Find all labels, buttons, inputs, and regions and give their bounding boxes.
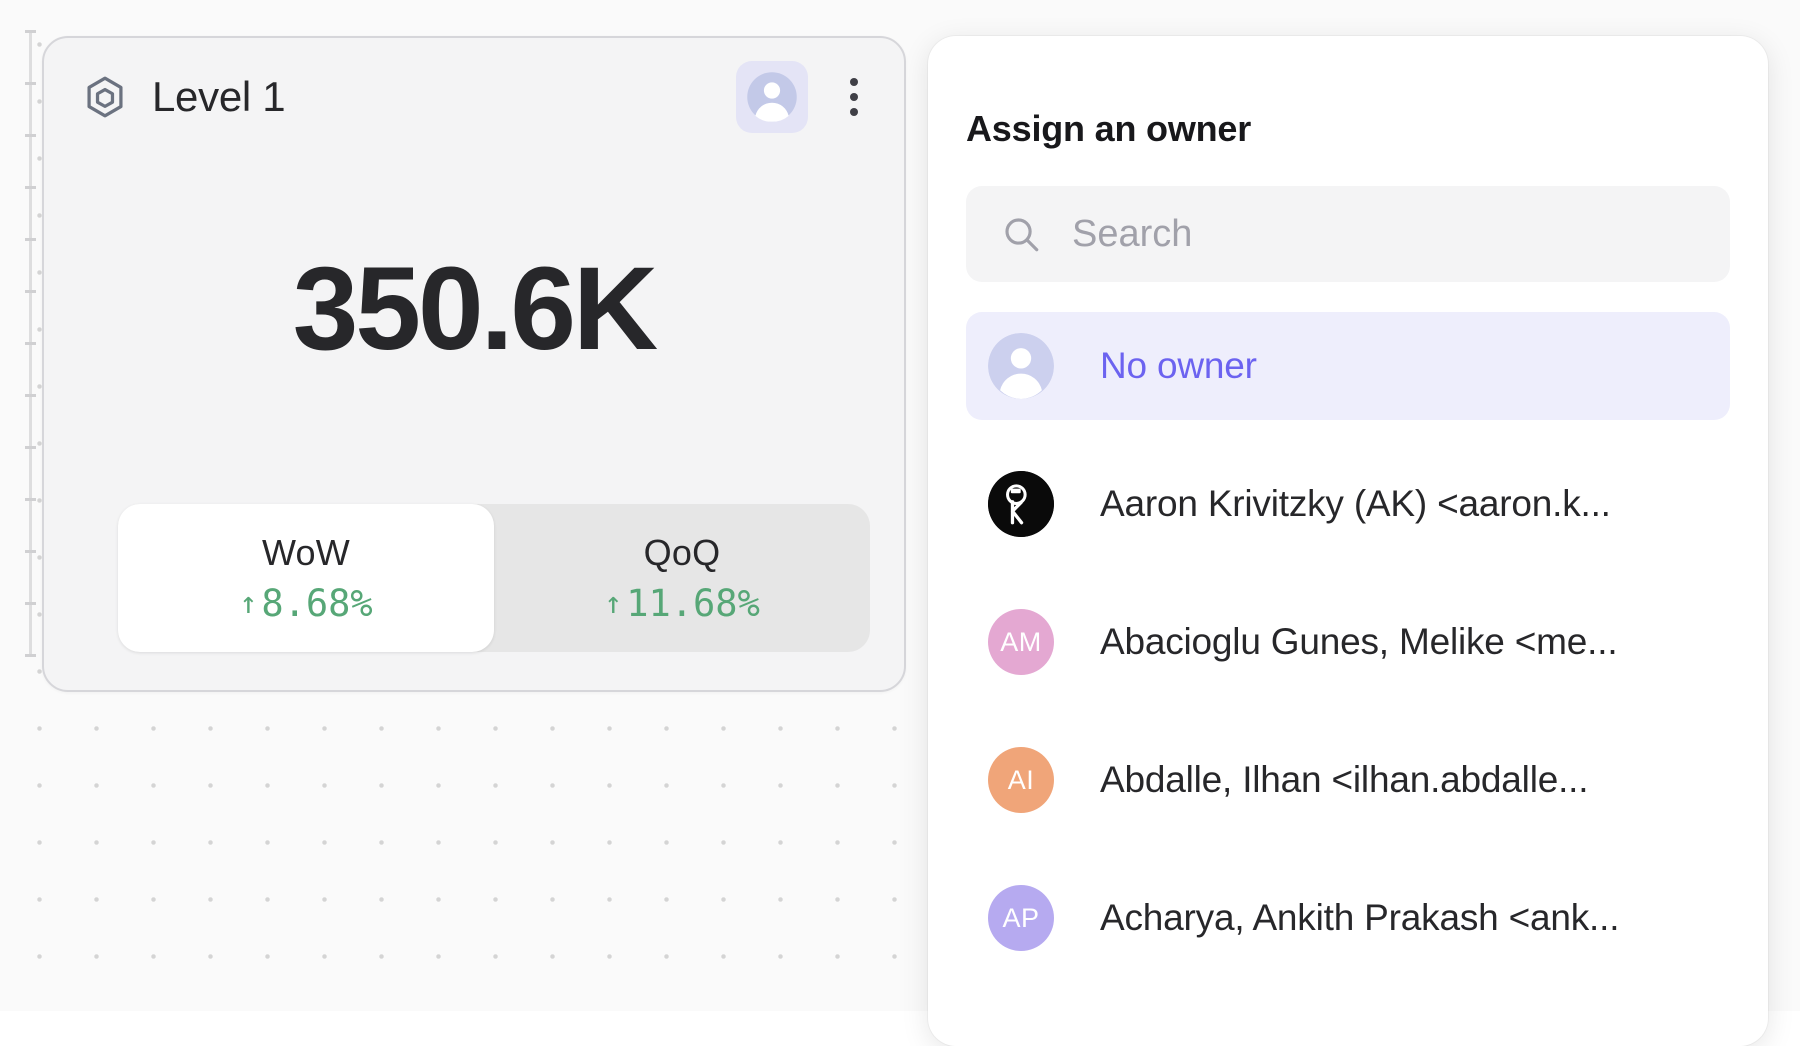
user-avatar-icon — [745, 70, 799, 124]
hexagon-icon — [82, 74, 128, 120]
comparison-label-wow: WoW — [262, 532, 350, 574]
card-title: Level 1 — [152, 73, 285, 121]
kebab-menu-button[interactable] — [826, 61, 882, 133]
arrow-up-icon: ↑ — [604, 586, 622, 621]
comparison-delta-value-wow: 8.68% — [261, 582, 372, 625]
rail-tick — [25, 186, 36, 189]
avatar: AM — [988, 609, 1054, 675]
card-header: Level 1 — [44, 38, 904, 156]
owner-list-item[interactable]: No owner — [966, 312, 1730, 420]
owner-name: No owner — [1100, 345, 1257, 387]
metric-value: 350.6K — [44, 250, 904, 368]
rail-tick — [25, 654, 36, 657]
rail-tick — [25, 602, 36, 605]
comparison-delta-qoq: ↑11.68% — [604, 582, 760, 625]
assign-owner-popover: Assign an owner No owner — [928, 36, 1768, 1046]
user-photo-icon — [988, 471, 1054, 537]
comparison-tab-wow[interactable]: WoW ↑8.68% — [118, 504, 494, 652]
comparison-delta-wow: ↑8.68% — [239, 582, 372, 625]
owner-name: Abacioglu Gunes, Melike <me... — [1100, 621, 1617, 663]
owner-list-item[interactable]: AP Acharya, Ankith Prakash <ank... — [966, 864, 1730, 972]
user-placeholder-icon — [988, 333, 1054, 399]
rail-tick — [25, 446, 36, 449]
avatar-initials: AP — [1002, 903, 1039, 934]
rail-tick — [25, 30, 36, 33]
search-input[interactable] — [1070, 212, 1696, 257]
avatar — [988, 333, 1054, 399]
search-icon — [1000, 213, 1042, 255]
owner-name: Abdalle, Ilhan <ilhan.abdalle... — [1100, 759, 1588, 801]
avatar — [988, 471, 1054, 537]
kebab-dot-1 — [850, 78, 858, 86]
card-selection-rail — [29, 30, 32, 655]
comparison-delta-value-qoq: 11.68% — [626, 582, 760, 625]
assign-owner-button[interactable] — [736, 61, 808, 133]
rail-tick — [25, 238, 36, 241]
popover-title: Assign an owner — [966, 108, 1730, 150]
owner-list: No owner Aaron Krivitzky (AK) <aaron.k..… — [966, 312, 1730, 972]
rail-tick — [25, 134, 36, 137]
owner-list-item[interactable]: AI Abdalle, Ilhan <ilhan.abdalle... — [966, 726, 1730, 834]
kebab-dot-2 — [850, 93, 858, 101]
rail-tick — [25, 498, 36, 501]
comparison-label-qoq: QoQ — [644, 532, 721, 574]
search-box[interactable] — [966, 186, 1730, 282]
avatar-initials: AM — [1000, 627, 1042, 658]
avatar: AP — [988, 885, 1054, 951]
avatar: AI — [988, 747, 1054, 813]
metric-card[interactable]: Level 1 350.6K WoW ↑8.68% QoQ ↑11.68 — [42, 36, 906, 692]
kebab-dot-3 — [850, 108, 858, 116]
owner-list-item[interactable]: Aaron Krivitzky (AK) <aaron.k... — [966, 450, 1730, 558]
comparison-tab-qoq[interactable]: QoQ ↑11.68% — [494, 504, 870, 652]
comparison-segmented-control: WoW ↑8.68% QoQ ↑11.68% — [118, 504, 870, 652]
rail-tick — [25, 82, 36, 85]
avatar-initials: AI — [1008, 765, 1035, 796]
rail-tick — [25, 550, 36, 553]
rail-tick — [25, 290, 36, 293]
owner-name: Aaron Krivitzky (AK) <aaron.k... — [1100, 483, 1611, 525]
owner-list-item[interactable]: AM Abacioglu Gunes, Melike <me... — [966, 588, 1730, 696]
arrow-up-icon: ↑ — [239, 586, 257, 621]
rail-tick — [25, 394, 36, 397]
owner-name: Acharya, Ankith Prakash <ank... — [1100, 897, 1619, 939]
rail-tick — [25, 342, 36, 345]
